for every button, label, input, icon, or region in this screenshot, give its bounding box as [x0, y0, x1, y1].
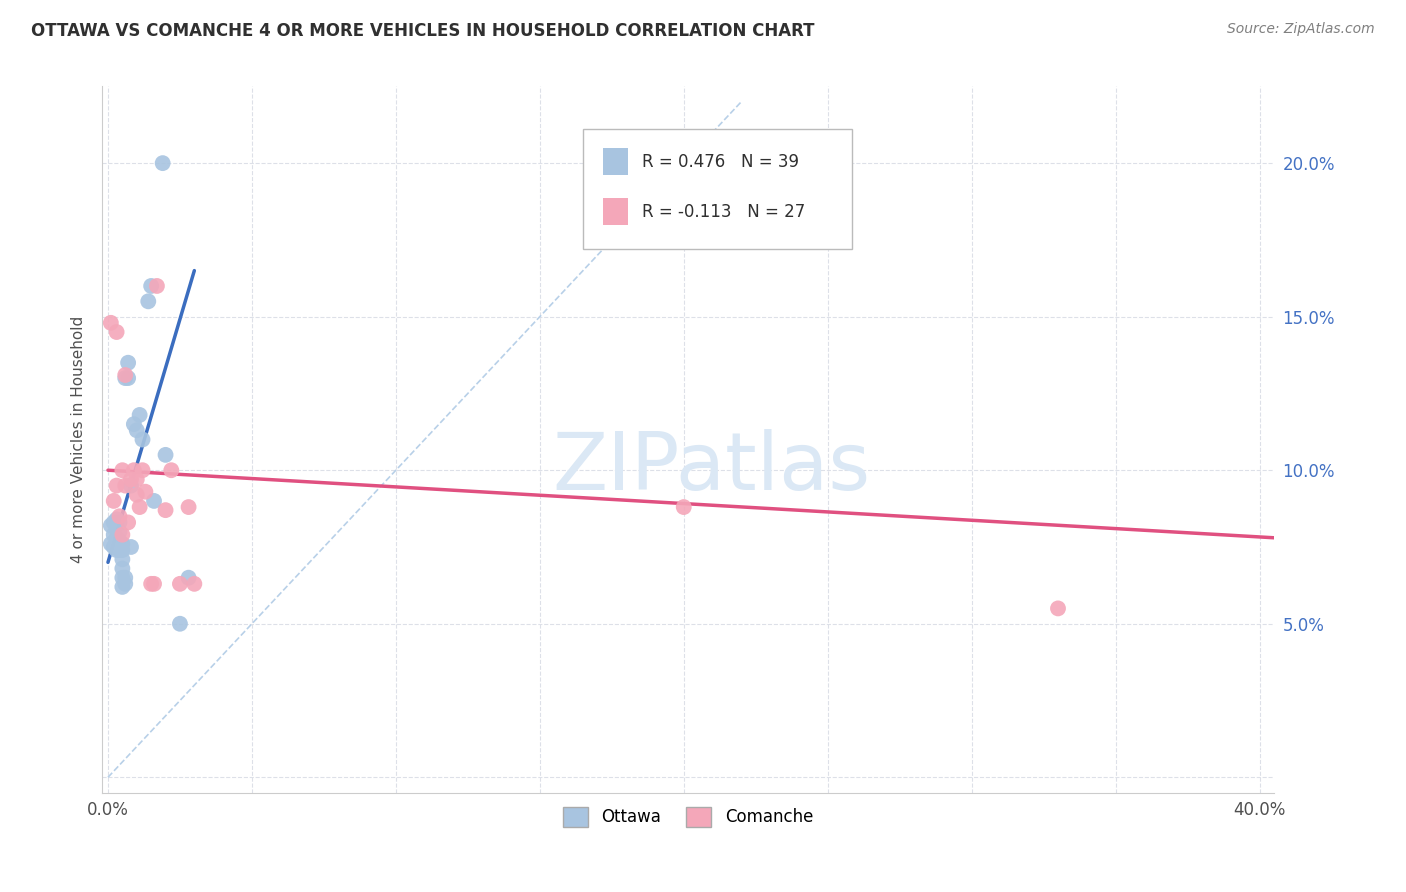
Point [131, 463, 153, 477]
Point [120, 478, 142, 492]
Point [146, 279, 169, 293]
Point [105, 325, 128, 339]
Point [152, 156, 174, 170]
Point [141, 577, 163, 591]
Point [120, 540, 142, 554]
Point [111, 463, 134, 477]
Point [111, 527, 134, 541]
Point [105, 537, 128, 551]
Point [122, 417, 145, 432]
Point [117, 356, 139, 370]
Point [111, 561, 134, 575]
Point [105, 518, 128, 533]
Point [108, 533, 131, 548]
Point [108, 540, 131, 554]
Point [100, 537, 122, 551]
Point [120, 472, 142, 486]
Point [100, 316, 122, 330]
Point [169, 577, 191, 591]
Point [108, 516, 131, 530]
Point [134, 484, 156, 499]
Point [111, 571, 134, 585]
Bar [603, 198, 628, 225]
Point [103, 527, 125, 541]
Point [114, 368, 136, 382]
Point [114, 571, 136, 585]
Point [143, 577, 166, 591]
Point [111, 580, 134, 594]
Point [114, 478, 136, 492]
Text: Source: ZipAtlas.com: Source: ZipAtlas.com [1227, 22, 1375, 37]
Point [155, 503, 177, 517]
Point [143, 494, 166, 508]
Point [111, 543, 134, 558]
Point [128, 500, 150, 514]
Point [160, 463, 183, 477]
Point [105, 531, 128, 545]
Point [117, 371, 139, 385]
Text: ZIPatlas: ZIPatlas [553, 429, 870, 507]
Point [125, 488, 148, 502]
Point [105, 543, 128, 558]
Point [105, 512, 128, 526]
Point [125, 472, 148, 486]
Point [103, 540, 125, 554]
Point [177, 571, 200, 585]
Point [128, 408, 150, 422]
Point [183, 577, 205, 591]
Point [114, 577, 136, 591]
Point [111, 552, 134, 566]
Point [1046, 601, 1069, 615]
Point [100, 518, 122, 533]
Point [108, 543, 131, 558]
FancyBboxPatch shape [582, 128, 852, 249]
Point [114, 371, 136, 385]
Point [117, 516, 139, 530]
Point [108, 509, 131, 524]
Point [177, 500, 200, 514]
Y-axis label: 4 or more Vehicles in Household: 4 or more Vehicles in Household [72, 316, 86, 563]
Text: R = -0.113   N = 27: R = -0.113 N = 27 [643, 202, 806, 220]
Point [103, 494, 125, 508]
Point [103, 516, 125, 530]
Bar [603, 148, 628, 175]
Point [136, 294, 159, 309]
Point [108, 524, 131, 539]
Point [122, 463, 145, 477]
Point [672, 500, 695, 514]
Text: R = 0.476   N = 39: R = 0.476 N = 39 [643, 153, 800, 170]
Point [141, 279, 163, 293]
Point [169, 616, 191, 631]
Legend: Ottawa, Comanche: Ottawa, Comanche [557, 800, 820, 834]
Point [155, 448, 177, 462]
Point [131, 433, 153, 447]
Point [105, 478, 128, 492]
Point [111, 537, 134, 551]
Point [125, 423, 148, 437]
Text: OTTAWA VS COMANCHE 4 OR MORE VEHICLES IN HOUSEHOLD CORRELATION CHART: OTTAWA VS COMANCHE 4 OR MORE VEHICLES IN… [31, 22, 814, 40]
